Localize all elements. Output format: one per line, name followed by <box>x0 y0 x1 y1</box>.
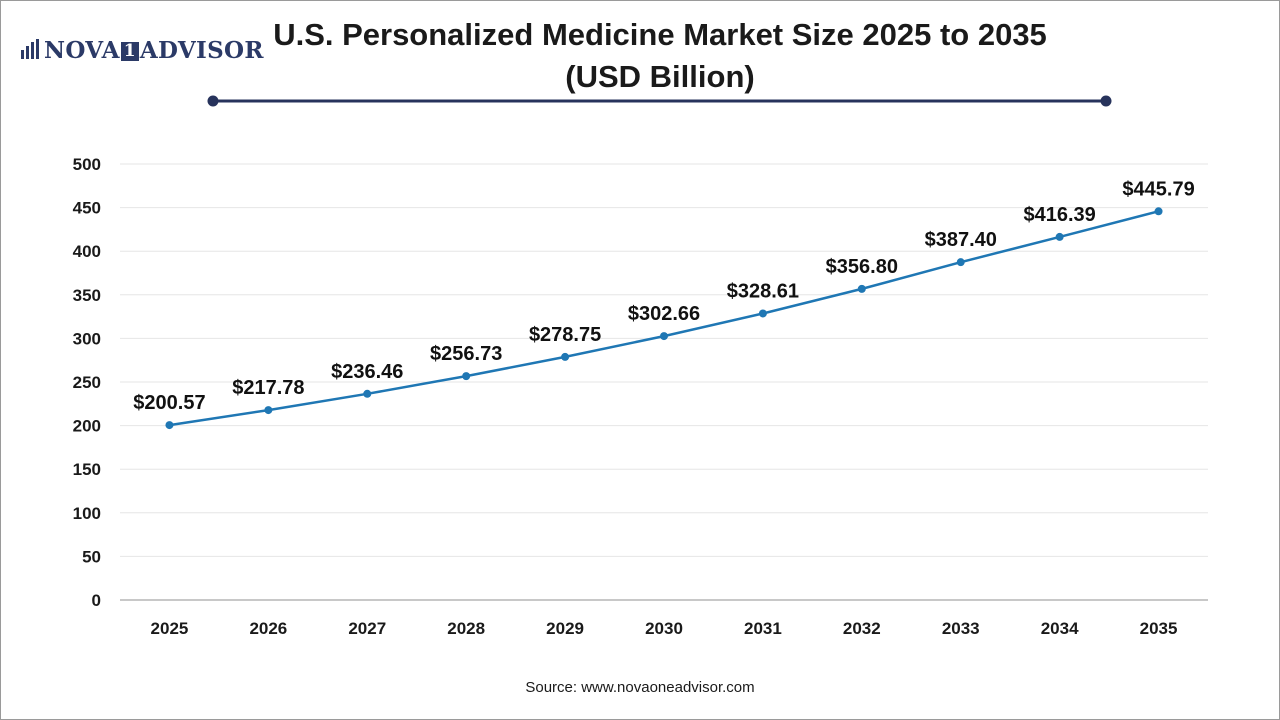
x-tick-label: 2025 <box>151 619 189 638</box>
x-tick-label: 2031 <box>744 619 782 638</box>
x-tick-label: 2034 <box>1041 619 1079 638</box>
x-tick-label: 2028 <box>447 619 485 638</box>
x-tick-label: 2026 <box>249 619 287 638</box>
data-point <box>660 332 668 341</box>
y-tick-label: 350 <box>73 286 101 305</box>
y-tick-label: 0 <box>92 591 101 610</box>
y-tick-label: 150 <box>73 460 101 479</box>
brand-logo: NOVA 1 ADVISOR <box>20 34 264 68</box>
y-tick-label: 450 <box>73 199 101 218</box>
x-tick-label: 2030 <box>645 619 683 638</box>
logo-wordmark: NOVA 1 ADVISOR <box>44 37 264 64</box>
data-label: $256.73 <box>430 343 502 365</box>
data-label: $278.75 <box>529 324 601 346</box>
data-label: $328.61 <box>727 280 799 302</box>
data-point <box>264 406 273 415</box>
logo-bars-icon <box>20 38 44 65</box>
chart-title-line2: (USD Billion) <box>565 59 755 94</box>
data-point <box>462 372 471 381</box>
data-label: $445.79 <box>1122 178 1194 200</box>
data-label: $217.78 <box>232 377 304 399</box>
data-point <box>956 258 965 267</box>
y-tick-label: 500 <box>73 155 101 174</box>
data-label: $387.40 <box>925 229 997 251</box>
y-tick-label: 200 <box>73 417 101 436</box>
y-tick-label: 300 <box>73 329 101 348</box>
x-tick-label: 2035 <box>1140 619 1178 638</box>
x-tick-label: 2033 <box>942 619 980 638</box>
data-label: $356.80 <box>826 256 898 278</box>
data-point <box>165 421 174 430</box>
chart-title-line1: U.S. Personalized Medicine Market Size 2… <box>273 17 1047 52</box>
y-tick-label: 100 <box>73 504 101 523</box>
data-point <box>1055 232 1064 241</box>
chart-title: U.S. Personalized Medicine Market Size 2… <box>220 14 1100 98</box>
data-point <box>857 284 866 293</box>
x-tick-label: 2032 <box>843 619 881 638</box>
data-point <box>561 352 570 361</box>
data-point <box>363 389 372 398</box>
y-tick-label: 400 <box>73 242 101 261</box>
x-tick-label: 2029 <box>546 619 584 638</box>
source-note: Source: www.novaoneadvisor.com <box>525 679 755 696</box>
data-label: $302.66 <box>628 303 700 325</box>
data-label: $236.46 <box>331 361 403 383</box>
y-tick-label: 50 <box>82 547 101 566</box>
data-label: $200.57 <box>133 392 205 414</box>
data-point <box>758 309 767 318</box>
x-tick-label: 2027 <box>348 619 386 638</box>
y-tick-label: 250 <box>73 373 101 392</box>
data-label: $416.39 <box>1023 204 1095 226</box>
data-point <box>1154 207 1163 216</box>
